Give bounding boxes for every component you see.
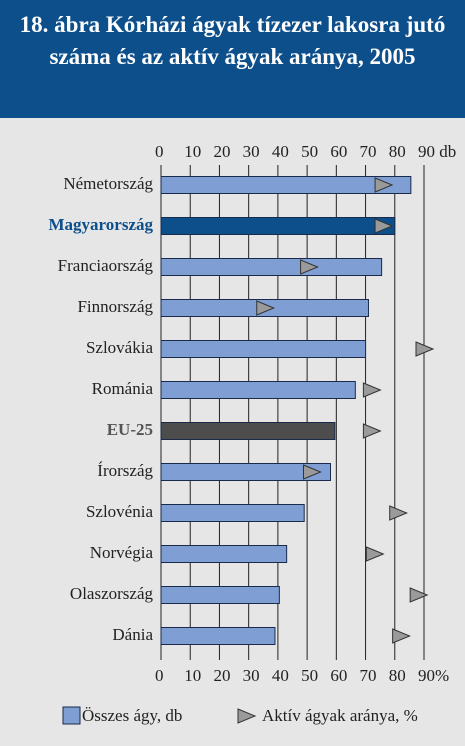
x-tick-label: 60: [330, 142, 347, 161]
category-label: Dánia: [112, 625, 153, 644]
x2-tick-label: 80: [389, 666, 406, 685]
marker: [362, 423, 382, 439]
x2-tick-label: 60: [330, 666, 347, 685]
x-tick-label: 0: [155, 142, 164, 161]
bar: [160, 217, 396, 235]
x2-tick-label: 20: [213, 666, 230, 685]
x-tick-label: 40: [272, 142, 289, 161]
marker: [302, 464, 322, 480]
bar: [160, 586, 280, 604]
marker: [374, 177, 394, 193]
category-label: Németország: [63, 174, 153, 193]
marker: [362, 382, 382, 398]
category-label: Szlovákia: [86, 338, 153, 357]
category-label: Írország: [97, 461, 153, 480]
x2-tick-label: 0: [155, 666, 164, 685]
x2-tick-label: 10: [184, 666, 201, 685]
x2-tick-label: 50: [301, 666, 318, 685]
x-tick-label: 90 db: [418, 142, 456, 161]
x2-tick-label: 90%: [418, 666, 449, 685]
chart-title: 18. ábra Kórházi ágyak tízezer lakosra j…: [0, 0, 465, 118]
x2-tick-label: 70: [360, 666, 377, 685]
marker: [389, 505, 409, 521]
marker: [374, 218, 394, 234]
x-tick-label: 30: [243, 142, 260, 161]
marker: [415, 341, 435, 357]
marker: [256, 300, 276, 316]
category-label: Magyarország: [49, 215, 154, 234]
bar: [160, 422, 336, 440]
marker: [365, 546, 385, 562]
bar: [160, 504, 305, 522]
category-label: Szlovénia: [86, 502, 153, 521]
bar: [160, 258, 383, 276]
bar: [160, 176, 412, 194]
category-label: EU-25: [107, 420, 153, 439]
legend-label: Összes ágy, db: [82, 706, 182, 725]
bar: [160, 340, 367, 358]
legend-swatch: [62, 706, 81, 725]
marker: [300, 259, 319, 275]
x2-tick-label: 30: [243, 666, 260, 685]
category-label: Olaszország: [70, 584, 154, 603]
x-tick-label: 10: [184, 142, 201, 161]
bar: [160, 463, 331, 481]
x2-tick-label: 40: [272, 666, 289, 685]
marker: [409, 587, 429, 603]
x-tick-label: 70: [360, 142, 377, 161]
category-label: Finnország: [77, 297, 153, 316]
category-label: Románia: [92, 379, 154, 398]
legend-marker: [237, 708, 257, 724]
x-tick-label: 50: [301, 142, 318, 161]
bar: [160, 381, 356, 399]
category-label: Norvégia: [90, 543, 154, 562]
bar: [160, 545, 288, 563]
legend-label: Aktív ágyak aránya, %: [262, 706, 418, 725]
category-label: Franciaország: [58, 256, 154, 275]
x-tick-label: 20: [213, 142, 230, 161]
marker: [392, 628, 411, 644]
bar: [160, 627, 276, 645]
x-tick-label: 80: [389, 142, 406, 161]
